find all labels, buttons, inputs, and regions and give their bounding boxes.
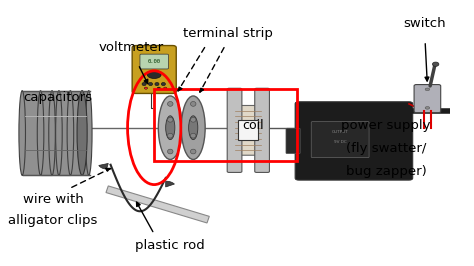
- Ellipse shape: [167, 117, 173, 122]
- Ellipse shape: [155, 82, 159, 86]
- Text: power supply: power supply: [341, 119, 431, 132]
- Ellipse shape: [148, 82, 153, 86]
- Ellipse shape: [189, 116, 198, 140]
- Ellipse shape: [37, 91, 44, 175]
- Ellipse shape: [19, 91, 26, 175]
- FancyBboxPatch shape: [41, 91, 71, 175]
- Wedge shape: [99, 163, 108, 169]
- Ellipse shape: [157, 87, 160, 89]
- Ellipse shape: [191, 149, 196, 154]
- Polygon shape: [106, 186, 210, 223]
- Ellipse shape: [432, 62, 439, 66]
- Ellipse shape: [191, 117, 196, 122]
- FancyBboxPatch shape: [255, 88, 269, 172]
- FancyBboxPatch shape: [22, 91, 52, 175]
- FancyBboxPatch shape: [295, 102, 413, 180]
- Ellipse shape: [144, 87, 147, 89]
- Text: coil: coil: [242, 119, 264, 132]
- Ellipse shape: [77, 91, 87, 175]
- Ellipse shape: [164, 87, 167, 89]
- Text: switch: switch: [404, 17, 447, 30]
- FancyBboxPatch shape: [414, 85, 441, 113]
- Text: alligator clips: alligator clips: [9, 214, 98, 227]
- Text: 9V DC: 9V DC: [334, 140, 346, 144]
- Wedge shape: [166, 181, 174, 187]
- Text: OUTPUT: OUTPUT: [332, 130, 348, 134]
- Ellipse shape: [181, 96, 205, 159]
- Ellipse shape: [158, 96, 182, 159]
- Ellipse shape: [142, 82, 146, 86]
- Ellipse shape: [166, 116, 175, 140]
- FancyBboxPatch shape: [132, 45, 176, 93]
- FancyBboxPatch shape: [227, 88, 242, 172]
- Text: terminal strip: terminal strip: [182, 27, 273, 40]
- Ellipse shape: [191, 133, 196, 138]
- Text: wire with: wire with: [23, 193, 83, 206]
- Ellipse shape: [191, 102, 196, 106]
- Ellipse shape: [161, 82, 165, 86]
- Text: 0.00: 0.00: [148, 59, 161, 64]
- Ellipse shape: [167, 133, 173, 138]
- FancyBboxPatch shape: [311, 122, 369, 158]
- Text: capacitors: capacitors: [23, 91, 92, 104]
- Text: bug zapper): bug zapper): [346, 165, 427, 178]
- Ellipse shape: [49, 91, 55, 175]
- Text: plastic rod: plastic rod: [136, 239, 205, 252]
- Text: (fly swatter/: (fly swatter/: [346, 142, 426, 155]
- FancyBboxPatch shape: [140, 54, 168, 69]
- Ellipse shape: [167, 102, 173, 106]
- Ellipse shape: [85, 91, 92, 175]
- FancyBboxPatch shape: [233, 106, 264, 155]
- FancyBboxPatch shape: [238, 120, 258, 140]
- FancyBboxPatch shape: [59, 91, 89, 175]
- Ellipse shape: [67, 91, 73, 175]
- Bar: [154, 89, 297, 161]
- Text: voltmeter: voltmeter: [99, 40, 164, 53]
- Ellipse shape: [55, 91, 62, 175]
- Ellipse shape: [425, 107, 430, 109]
- Ellipse shape: [167, 149, 173, 154]
- FancyBboxPatch shape: [286, 128, 300, 154]
- Ellipse shape: [147, 71, 161, 78]
- Ellipse shape: [425, 88, 430, 91]
